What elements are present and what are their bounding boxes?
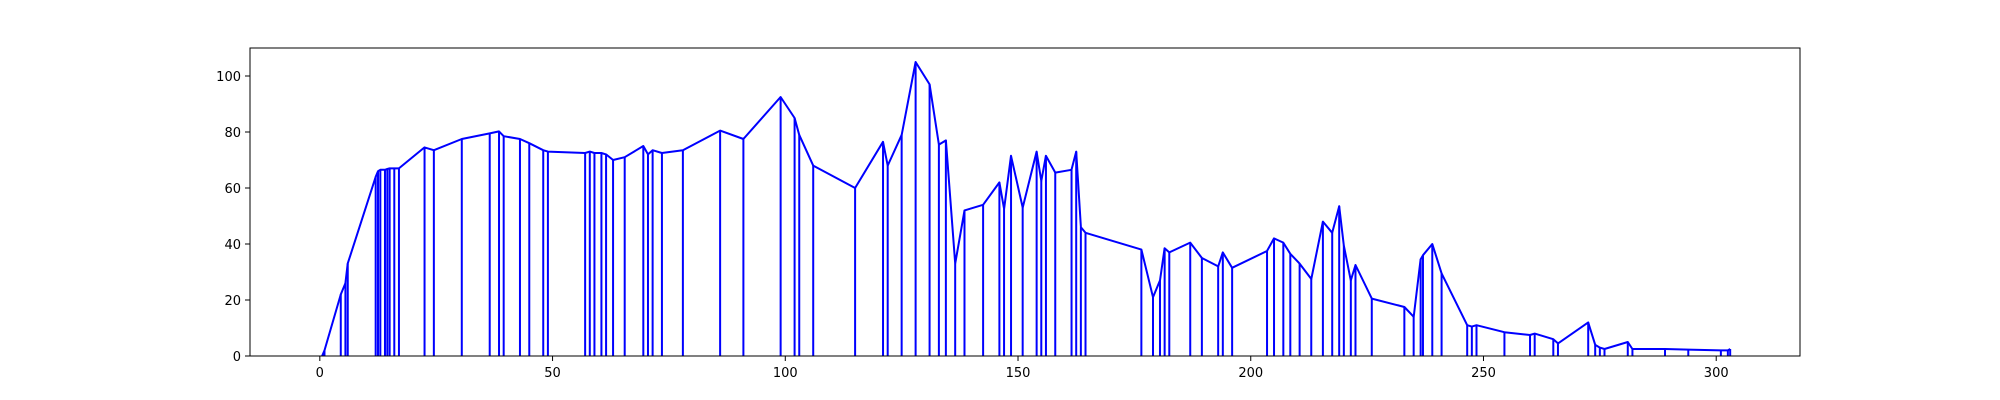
y-tick-label: 60 (224, 182, 241, 197)
y-tick-label: 20 (224, 294, 241, 309)
plot-frame (249, 47, 1801, 357)
x-tick-label: 100 (773, 366, 798, 381)
y-tick-label: 0 (233, 350, 241, 365)
series-line (321, 61, 1731, 357)
axes-layer: 0 50 100 150 200 250 300 0 20 40 60 80 100 (216, 47, 1801, 381)
y-tick-label: 40 (224, 238, 241, 253)
x-tick-label: 50 (544, 366, 561, 381)
y-tick-label: 80 (224, 126, 241, 141)
x-tick-label: 150 (1006, 366, 1031, 381)
stems-layer (323, 62, 1732, 356)
x-tick-label: 0 (316, 366, 324, 381)
line-layer (321, 61, 1731, 357)
y-tick-label: 100 (216, 70, 241, 85)
x-tick-label: 200 (1238, 366, 1263, 381)
x-tick-label: 250 (1471, 366, 1496, 381)
x-tick-label: 300 (1704, 366, 1729, 381)
